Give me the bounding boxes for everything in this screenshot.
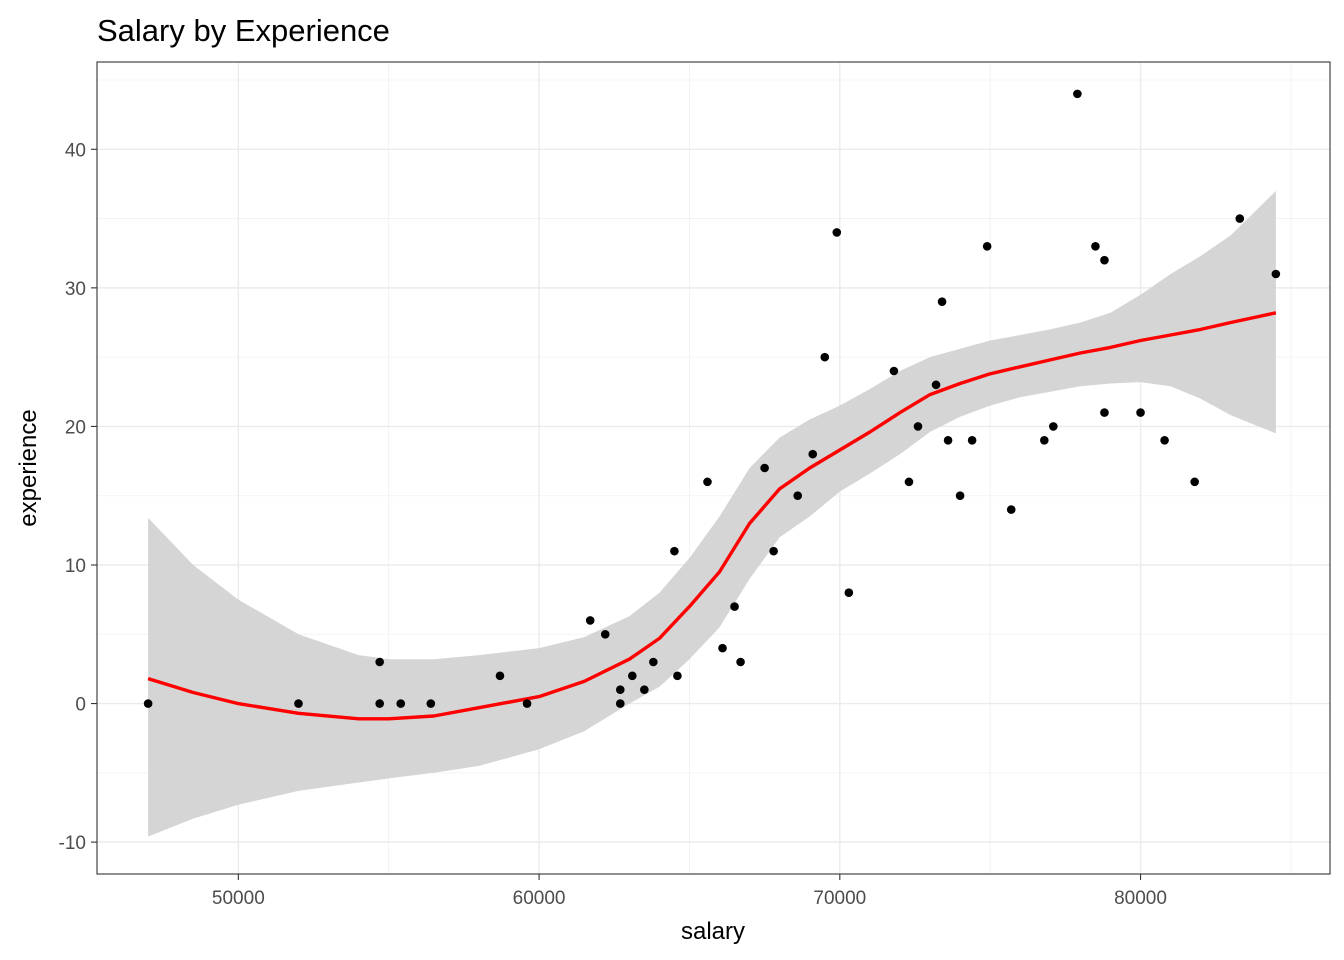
data-point — [522, 699, 532, 708]
data-point — [1190, 477, 1199, 487]
data-point — [673, 671, 682, 681]
data-point — [730, 602, 739, 611]
data-points — [143, 89, 1281, 708]
data-point — [649, 657, 658, 667]
data-point — [718, 643, 727, 653]
data-point — [628, 671, 637, 681]
data-point — [967, 435, 977, 445]
data-point — [769, 546, 778, 556]
data-point — [143, 699, 153, 708]
data-point — [585, 616, 595, 625]
data-point — [375, 657, 384, 667]
data-point — [943, 435, 953, 445]
data-point — [931, 380, 941, 390]
data-point — [615, 699, 625, 708]
data-point — [904, 477, 914, 487]
data-point — [495, 671, 505, 681]
data-point — [1040, 435, 1049, 445]
data-point — [760, 463, 769, 473]
x-tick-label: 60000 — [513, 888, 566, 909]
data-point — [1100, 255, 1109, 265]
y-tick-label: 30 — [65, 279, 86, 300]
smooth-trend-line — [147, 311, 1277, 721]
data-point — [396, 699, 406, 708]
x-axis-ticks: 50000 60000 70000 80000 — [212, 874, 1167, 909]
data-point — [1100, 408, 1109, 417]
x-tick-label: 80000 — [1114, 888, 1167, 909]
data-point — [820, 352, 830, 362]
data-point — [1160, 435, 1169, 445]
plot-panel-border — [96, 61, 1331, 875]
x-tick-label: 50000 — [212, 888, 265, 909]
data-point — [793, 491, 803, 501]
x-tick-label: 70000 — [813, 888, 866, 909]
data-point — [1235, 214, 1245, 223]
data-point — [375, 699, 384, 708]
data-point — [736, 657, 745, 667]
data-point — [600, 629, 610, 639]
y-tick-label: 10 — [65, 556, 86, 577]
data-point — [889, 366, 899, 376]
y-tick-label: -10 — [59, 833, 86, 854]
data-point — [1006, 505, 1016, 514]
confidence-band — [148, 190, 1276, 837]
x-axis-title: salary — [681, 918, 745, 945]
data-point — [1073, 89, 1082, 99]
y-axis-ticks: -10 0 10 20 30 40 — [59, 140, 97, 854]
data-point — [955, 491, 965, 501]
data-point — [1049, 422, 1058, 431]
y-tick-label: 0 — [75, 695, 86, 716]
data-point — [426, 699, 436, 708]
data-point — [832, 228, 842, 237]
data-point — [615, 685, 625, 695]
data-point — [1271, 269, 1281, 279]
y-axis-title: experience — [15, 409, 42, 526]
data-point — [844, 588, 854, 598]
y-tick-label: 20 — [65, 417, 86, 438]
data-point — [1091, 241, 1100, 251]
data-point — [913, 422, 923, 431]
data-point — [1136, 408, 1145, 417]
data-point — [808, 449, 818, 459]
data-point — [937, 297, 947, 307]
data-point — [670, 546, 679, 556]
data-point — [703, 477, 712, 487]
y-tick-label: 40 — [65, 140, 86, 161]
chart-title: Salary by Experience — [97, 13, 390, 48]
data-point — [640, 685, 649, 695]
data-point — [982, 241, 992, 251]
data-point — [294, 699, 303, 708]
